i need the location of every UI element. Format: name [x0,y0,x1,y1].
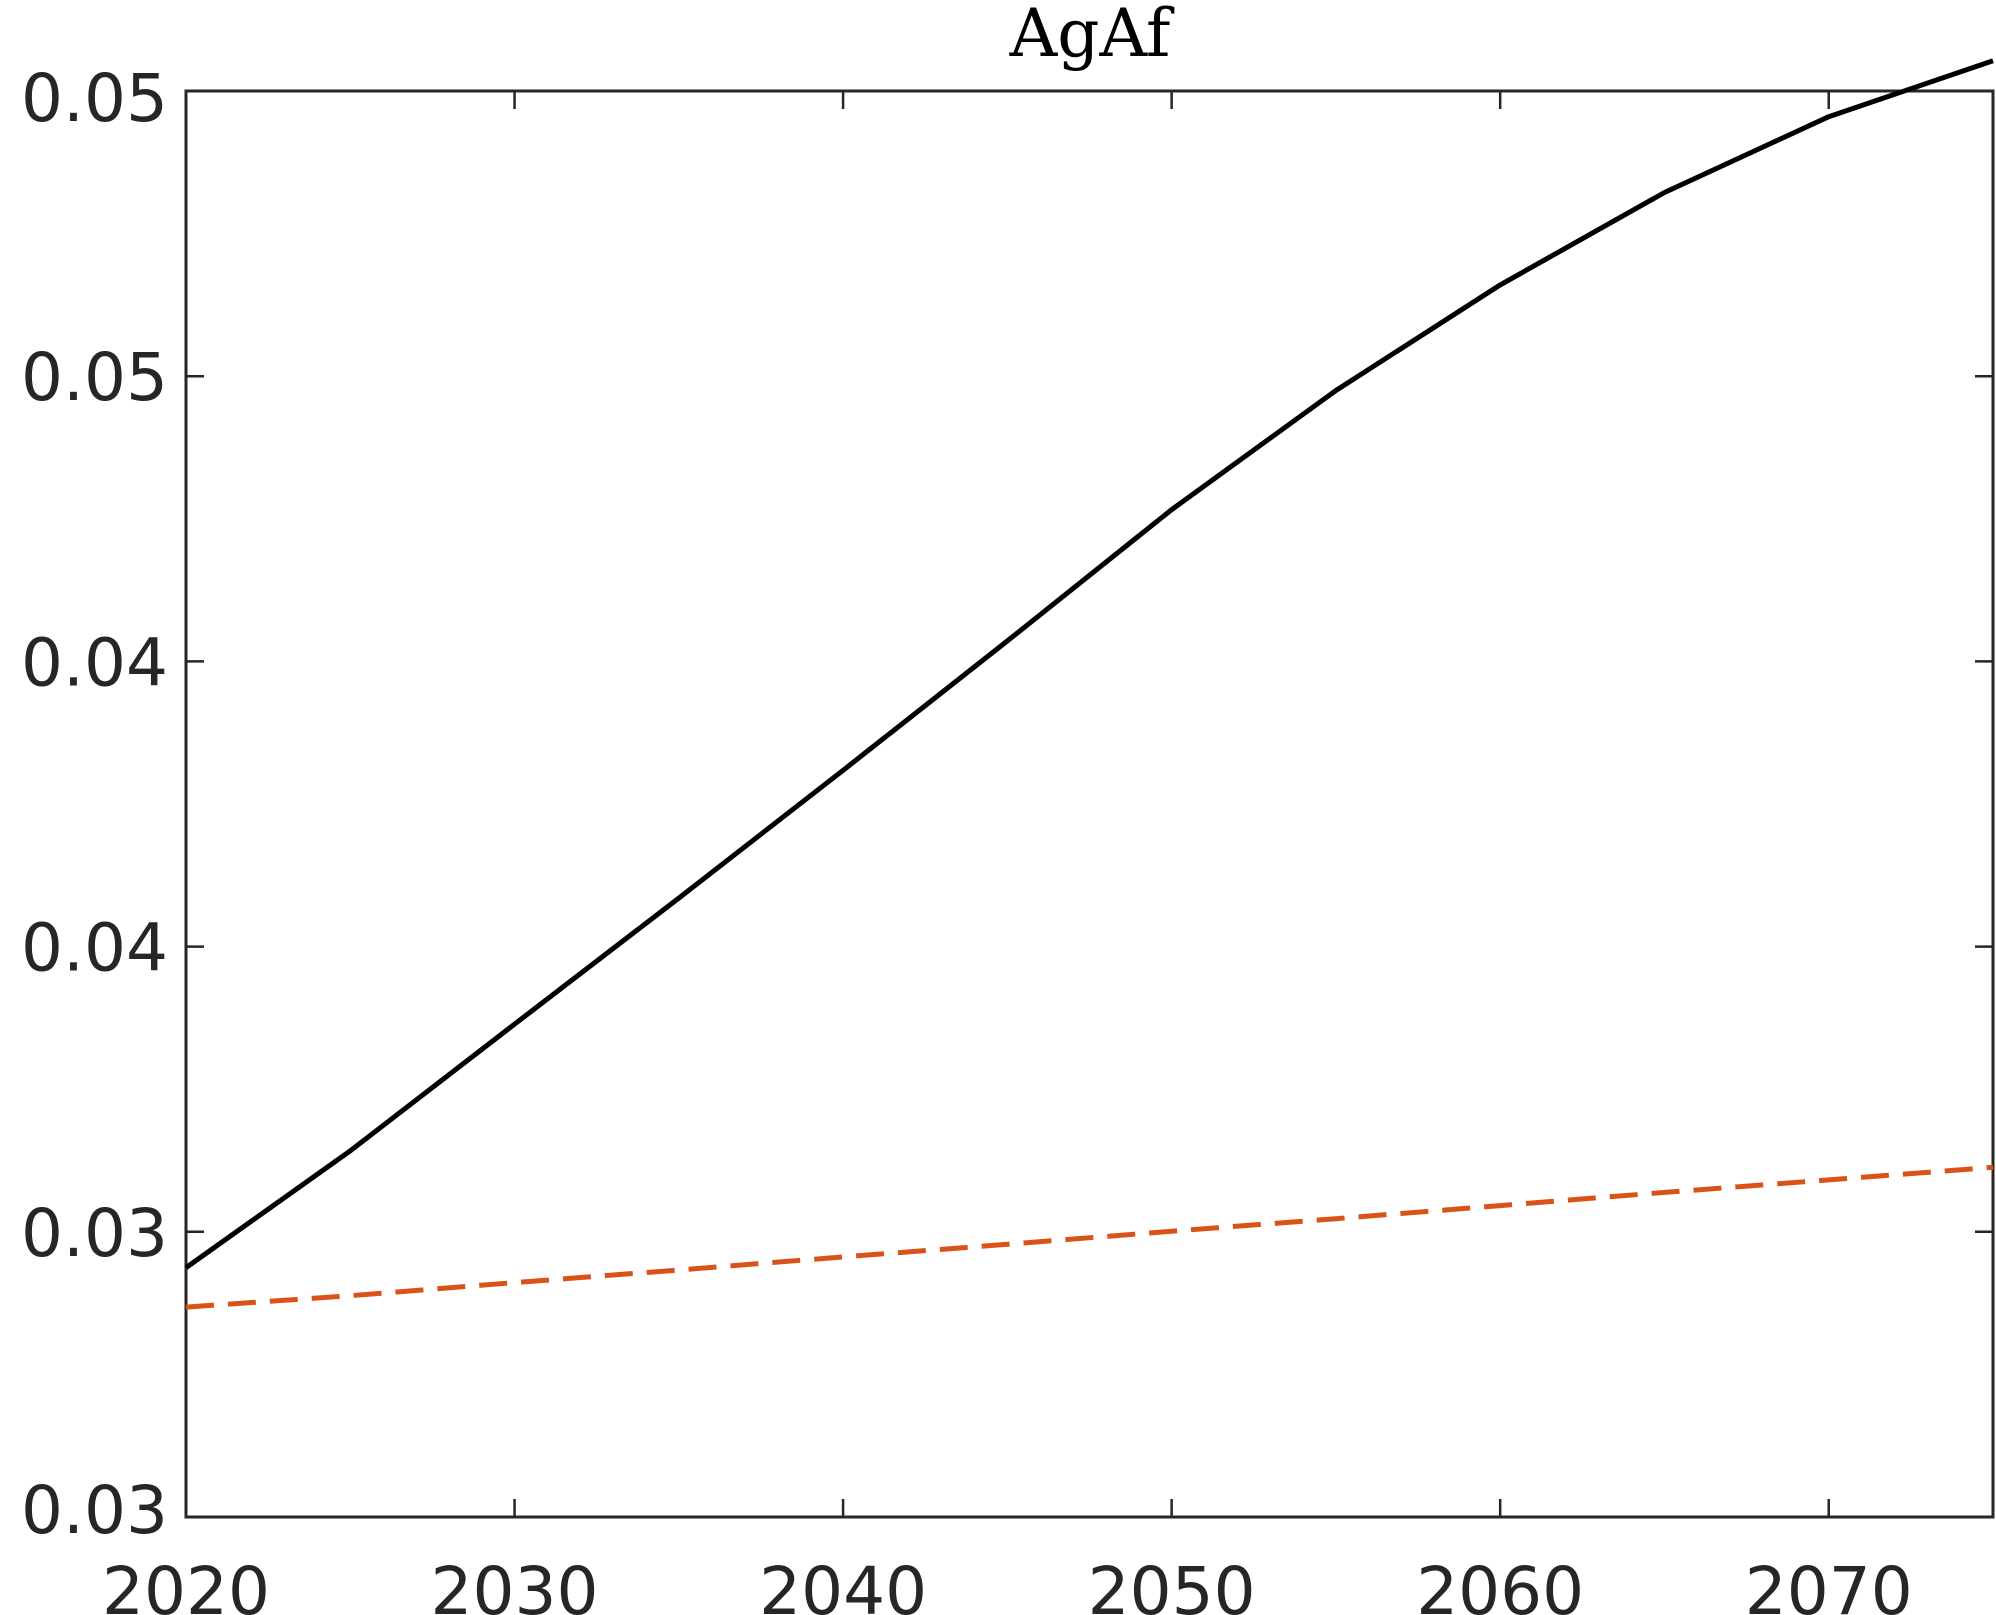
axis-ticks [184,89,1993,1519]
x-tick-label: 2040 [759,1553,927,1615]
x-tick-label: 2060 [1416,1553,1584,1615]
series-lines [184,58,1994,1310]
tick-labels: 2020 2030 2040 2050 2060 2070 0.03 0.03 0.04 0.04… [21,60,1913,1615]
y-tick-label: 0.04 [21,624,168,701]
x-tick-label: 2050 [1088,1553,1256,1615]
x-tick-label: 2030 [431,1553,599,1615]
series-line-solid [184,58,1994,1270]
y-tick-label: 0.05 [21,60,168,137]
plot-frame [184,89,1995,1519]
series-line-dashed [185,1164,1994,1310]
x-tick-label: 2020 [102,1553,270,1615]
y-tick-label: 0.03 [21,1195,168,1272]
y-tick-label: 0.04 [21,910,168,987]
y-tick-label: 0.03 [21,1472,168,1549]
y-tick-label: 0.05 [21,339,168,416]
x-tick-label: 2070 [1745,1553,1913,1615]
chart-title: AgAf [1009,0,1175,72]
